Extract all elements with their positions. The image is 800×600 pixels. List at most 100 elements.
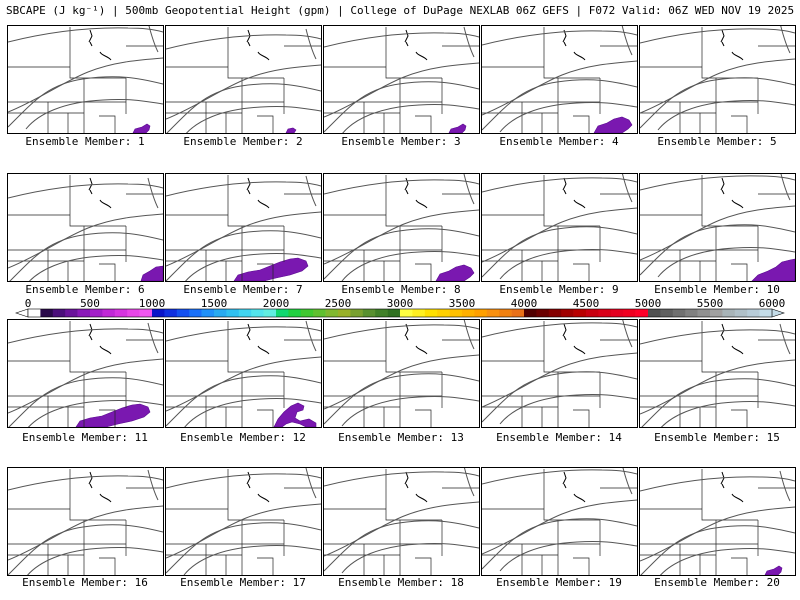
- height-contour: [305, 468, 317, 499]
- height-contour: [147, 177, 159, 209]
- chart-title: SBCAPE (J kg⁻¹) | 500mb Geopotential Hei…: [6, 4, 795, 17]
- height-contour: [8, 57, 163, 113]
- height-contour: [482, 352, 637, 408]
- colorbar-swatch: [276, 309, 289, 317]
- river-line: [562, 177, 586, 209]
- state-border: [166, 175, 321, 281]
- height-contour: [8, 475, 163, 491]
- height-contour: [482, 226, 637, 278]
- height-contour: [640, 58, 795, 114]
- colorbar-swatch: [697, 309, 711, 317]
- member-label: Ensemble Member: 7: [183, 283, 303, 296]
- colorbar-swatch: [201, 309, 215, 317]
- map-canvas: [166, 320, 321, 427]
- colorbar-swatch: [251, 309, 264, 317]
- height-contour: [166, 64, 321, 120]
- height-contour: [342, 104, 479, 133]
- height-contour: [621, 174, 633, 203]
- colorbar-swatch: [672, 309, 686, 317]
- river-line: [88, 177, 112, 209]
- state-border: [324, 27, 479, 133]
- colorbar-swatch: [313, 309, 326, 317]
- colorbar-swatch: [759, 309, 773, 317]
- height-contour: [8, 27, 163, 43]
- map-canvas: [324, 26, 479, 133]
- cape-shaded-area: [75, 403, 151, 427]
- height-contour: [640, 476, 795, 492]
- height-contour: [640, 329, 795, 345]
- height-contour: [8, 524, 163, 575]
- ensemble-map-panel: [323, 467, 480, 576]
- height-contour: [324, 81, 479, 133]
- river-line: [246, 471, 270, 503]
- cape-shaded-area: [140, 265, 163, 281]
- state-border: [482, 250, 590, 281]
- colorbar-swatch: [77, 309, 91, 317]
- state-border: [482, 321, 637, 427]
- map-canvas: [166, 27, 321, 133]
- state-border: [8, 175, 163, 281]
- map-canvas: [640, 26, 795, 133]
- colorbar-swatch: [499, 309, 512, 317]
- colorbar-swatch: [400, 309, 413, 317]
- height-contour: [463, 468, 475, 497]
- member-label: Ensemble Member: 10: [654, 283, 780, 296]
- height-contour: [499, 541, 637, 572]
- colorbar-swatch: [486, 309, 500, 317]
- colorbar-swatch: [375, 309, 388, 317]
- colorbar-swatch: [189, 309, 202, 317]
- colorbar-swatch: [734, 309, 748, 317]
- member-label: Ensemble Member: 3: [341, 135, 461, 148]
- colorbar-swatch: [536, 309, 550, 317]
- river-line: [404, 471, 428, 503]
- colorbar-swatch: [424, 309, 438, 317]
- river-line: [246, 29, 270, 61]
- ensemble-map-panel: [639, 173, 796, 282]
- map-canvas: [8, 26, 163, 133]
- state-border: [8, 27, 163, 133]
- map-canvas: [640, 174, 795, 281]
- state-border: [482, 396, 590, 427]
- colorbar-swatch: [40, 309, 54, 317]
- height-contour: [305, 175, 317, 207]
- colorbar-tick-label: 4500: [573, 297, 600, 310]
- height-contour: [324, 209, 479, 265]
- member-label: Ensemble Member: 8: [341, 283, 461, 296]
- height-contour: [27, 547, 163, 575]
- height-contour: [482, 60, 637, 116]
- map-canvas: [166, 468, 321, 575]
- state-border: [8, 544, 116, 575]
- colorbar-swatch: [437, 309, 450, 317]
- colorbar-swatch: [598, 309, 612, 317]
- member-label: Ensemble Member: 15: [654, 431, 780, 444]
- height-contour: [482, 177, 637, 193]
- height-contour: [8, 213, 163, 269]
- height-contour: [482, 518, 637, 570]
- colorbar-swatch: [412, 309, 426, 317]
- colorbar-swatch: [660, 309, 674, 317]
- colorbar-swatch: [449, 309, 463, 317]
- colorbar-swatch: [164, 309, 178, 317]
- colorbar-tick-label: 5000: [635, 297, 662, 310]
- colorbar-swatch: [52, 309, 66, 317]
- state-border: [482, 27, 637, 133]
- height-contour: [482, 79, 637, 131]
- colorbar-tick-label: 0: [25, 297, 32, 310]
- ensemble-map-panel: [165, 173, 322, 282]
- height-contour: [324, 520, 479, 572]
- member-label: Ensemble Member: 2: [183, 135, 303, 148]
- colorbar-swatch: [176, 309, 190, 317]
- colorbar-swatch: [28, 309, 41, 317]
- colorbar-swatch: [65, 309, 78, 317]
- colorbar-swatch: [362, 309, 376, 317]
- colorbar-swatch: [338, 309, 351, 317]
- colorbar-swatch: [710, 309, 723, 317]
- ensemble-map-panel: [323, 173, 480, 282]
- state-border: [640, 175, 795, 281]
- river-line: [720, 29, 744, 61]
- height-contour: [499, 394, 637, 425]
- state-border: [640, 27, 795, 133]
- height-contour: [324, 228, 479, 280]
- height-contour: [8, 358, 163, 414]
- member-label: Ensemble Member: 18: [338, 576, 464, 589]
